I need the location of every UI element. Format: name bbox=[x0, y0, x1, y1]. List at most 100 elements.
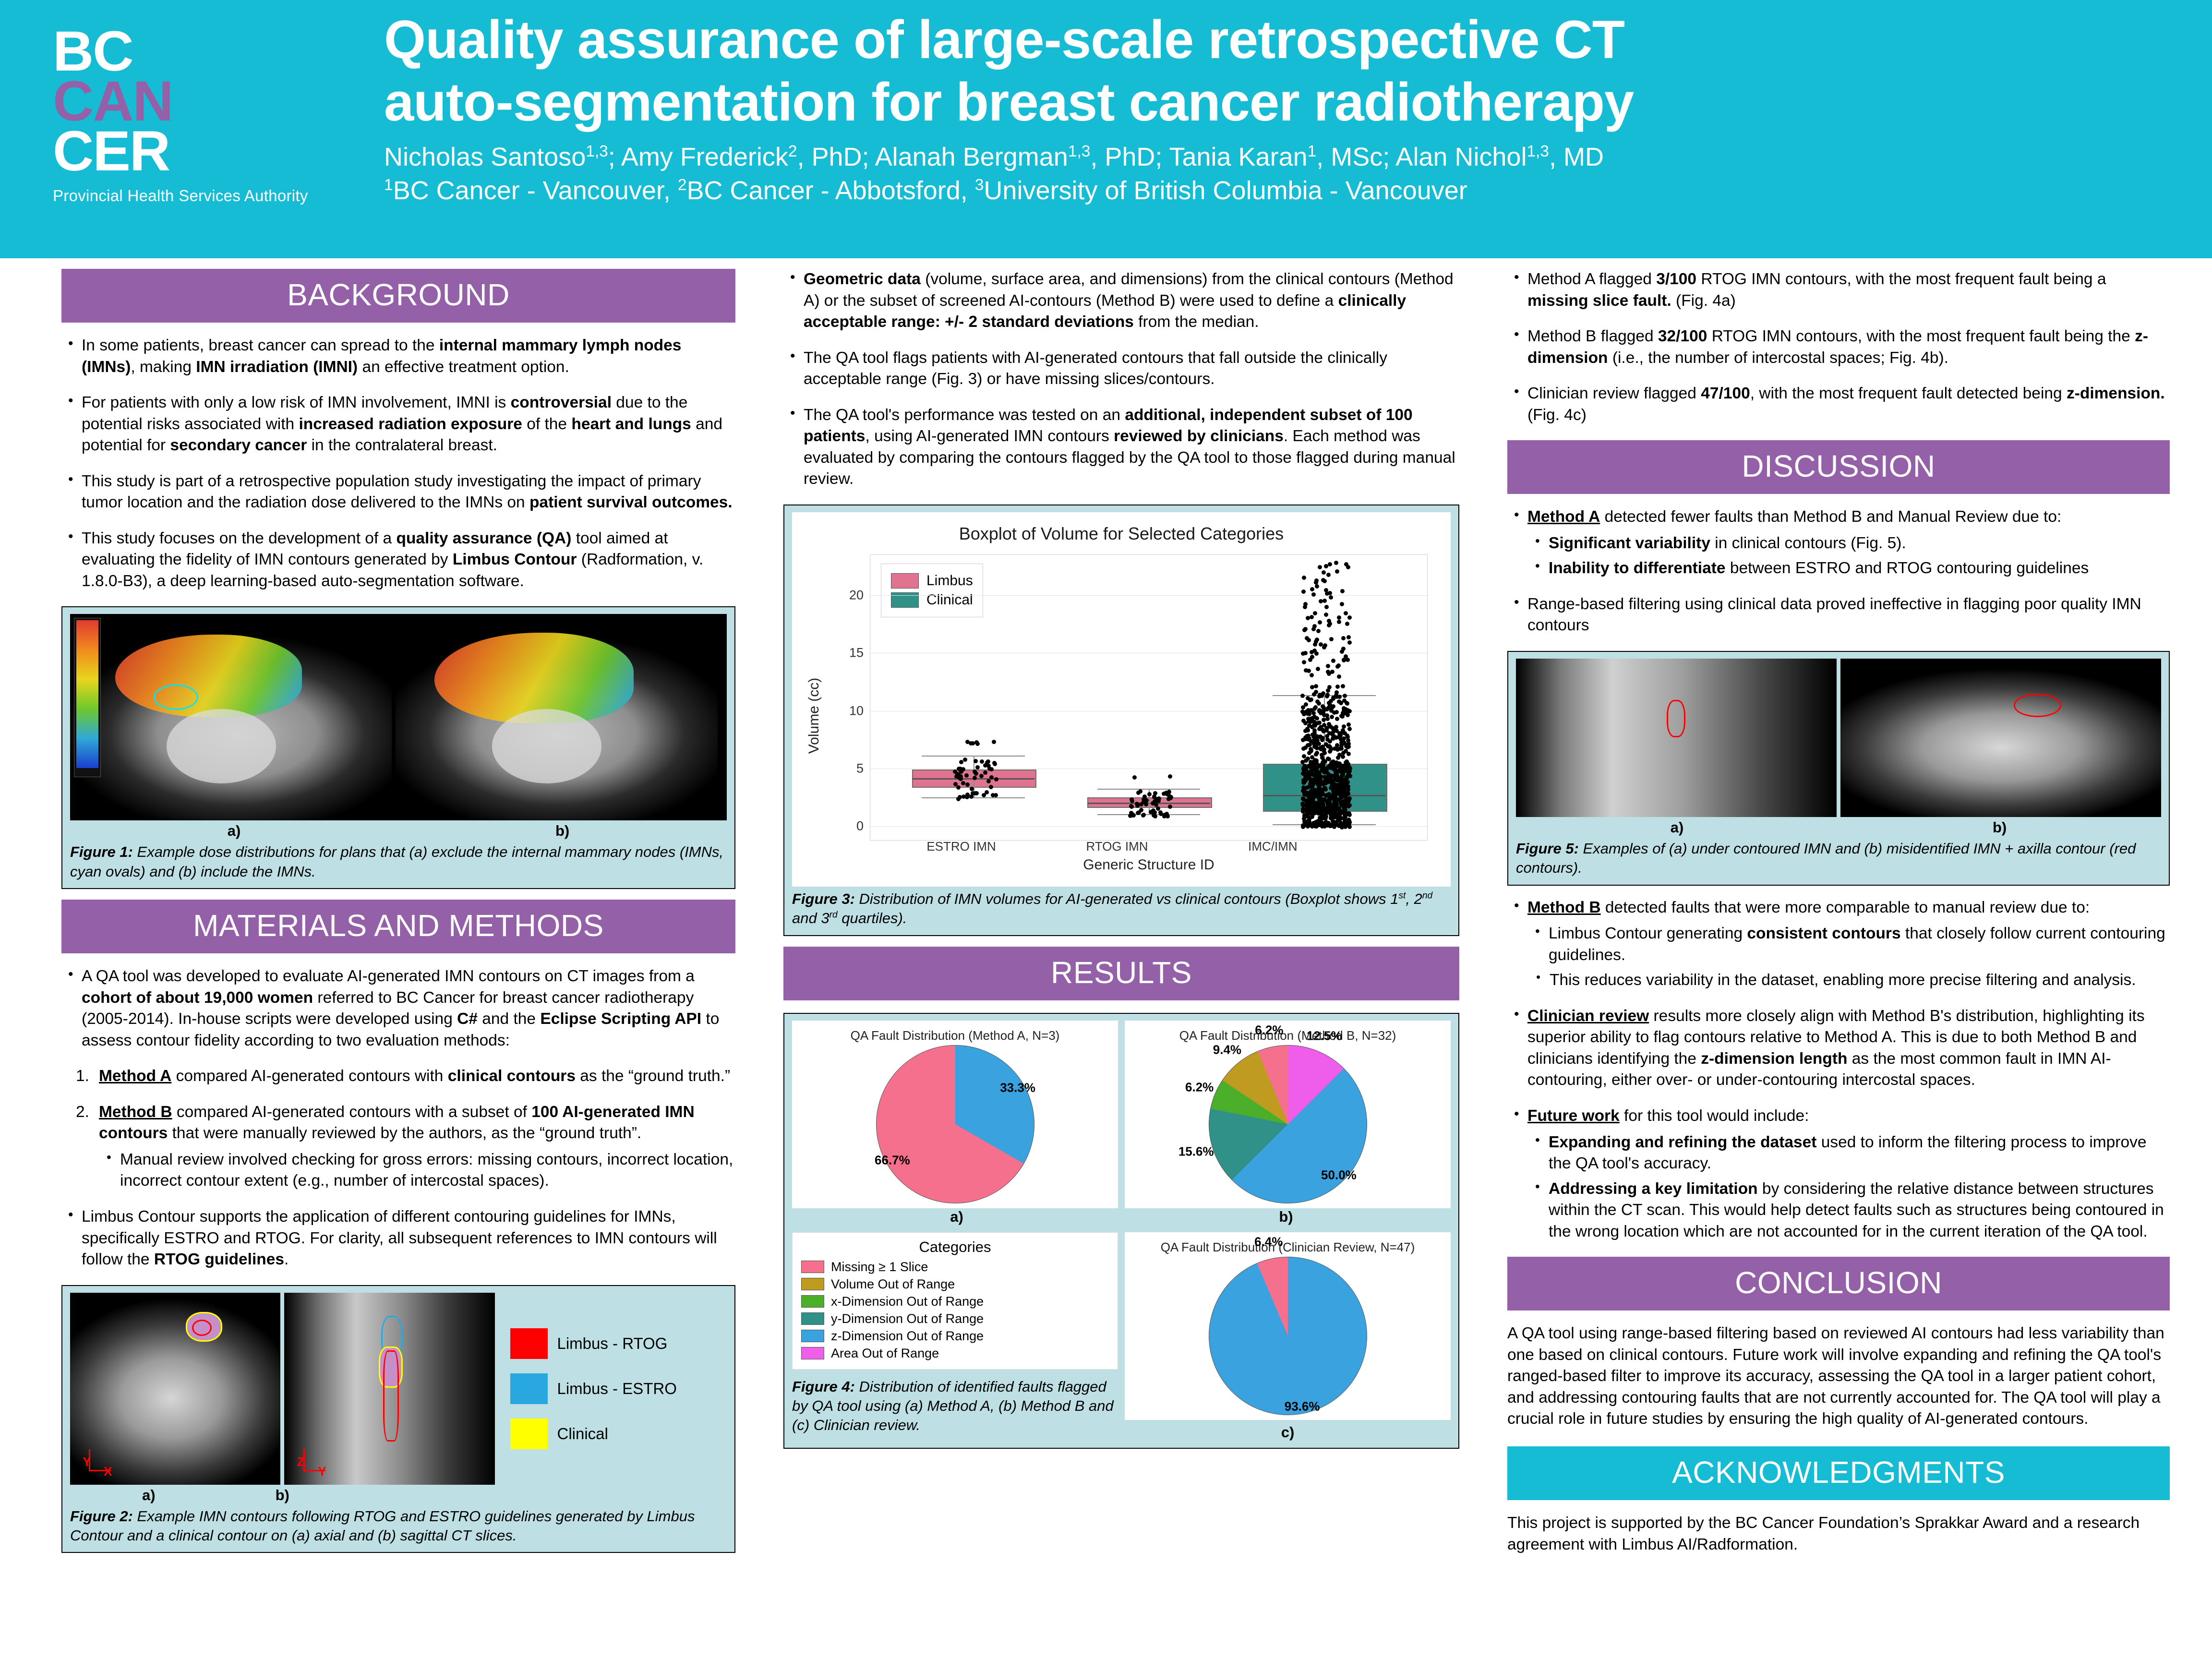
data-point bbox=[1144, 802, 1149, 806]
data-point bbox=[1144, 798, 1149, 803]
data-point bbox=[1303, 601, 1308, 606]
data-point bbox=[1305, 756, 1310, 761]
data-point bbox=[1327, 799, 1332, 804]
method-item: Method B compared AI-generated contours … bbox=[61, 1102, 735, 1192]
data-point bbox=[1339, 781, 1344, 786]
methods-bullet-item: A QA tool was developed to evaluate AI-g… bbox=[61, 965, 735, 1051]
data-point bbox=[986, 759, 991, 764]
color-swatch bbox=[891, 573, 919, 589]
data-point bbox=[1318, 642, 1323, 647]
data-point bbox=[1302, 792, 1307, 796]
data-point bbox=[1335, 684, 1340, 689]
data-point bbox=[965, 782, 970, 787]
box-plot-whisker-cap bbox=[1273, 695, 1376, 697]
poster-title-line1: Quality assurance of large-scale retrosp… bbox=[384, 10, 1625, 70]
data-point bbox=[1346, 722, 1351, 727]
data-point bbox=[1301, 738, 1306, 743]
data-point bbox=[1347, 727, 1352, 732]
section-heading-results: RESULTS bbox=[783, 946, 1459, 1000]
column-middle: Geometric data (volume, surface area, an… bbox=[783, 268, 1459, 1459]
data-point bbox=[1320, 752, 1324, 757]
data-point bbox=[1132, 775, 1137, 780]
data-point bbox=[1305, 803, 1310, 807]
data-point bbox=[974, 759, 978, 764]
box-plot-whisker-cap bbox=[1097, 788, 1201, 790]
data-point bbox=[1327, 700, 1332, 705]
data-point bbox=[1155, 806, 1160, 811]
data-point bbox=[1321, 763, 1325, 768]
data-point bbox=[1336, 734, 1341, 739]
data-point bbox=[1310, 587, 1315, 591]
methods-numbered-list: Method A compared AI-generated contours … bbox=[61, 1066, 735, 1192]
figure-1-panel-labels: a) b) bbox=[70, 822, 727, 840]
discussion-block-5: Future work for this tool would include:… bbox=[1507, 1105, 2170, 1243]
data-point bbox=[1347, 820, 1352, 825]
data-point bbox=[1332, 785, 1337, 790]
discussion-block-2: Range-based filtering using clinical dat… bbox=[1507, 593, 2170, 637]
data-point bbox=[1340, 787, 1345, 792]
data-point bbox=[1324, 605, 1329, 610]
legend-label: y-Dimension Out of Range bbox=[831, 1311, 984, 1326]
data-point bbox=[1318, 725, 1323, 730]
legend-label: Limbus bbox=[926, 572, 973, 589]
data-point bbox=[964, 794, 969, 799]
data-point bbox=[965, 740, 970, 745]
discussion-sub-list: Expanding and refining the dataset used … bbox=[1527, 1131, 2170, 1243]
data-point bbox=[1141, 813, 1146, 817]
section-heading-discussion: DISCUSSION bbox=[1507, 440, 2170, 494]
data-point bbox=[990, 793, 995, 798]
data-point bbox=[1311, 799, 1316, 804]
data-point bbox=[1307, 776, 1311, 781]
data-point bbox=[1345, 734, 1350, 739]
figure-3-legend: Limbus Clinical bbox=[881, 563, 983, 617]
data-point bbox=[1321, 577, 1325, 582]
data-point bbox=[1322, 797, 1327, 802]
data-point bbox=[1323, 781, 1328, 785]
data-point bbox=[1321, 736, 1325, 741]
data-point bbox=[1304, 758, 1309, 763]
list-item: This study is part of a retrospective po… bbox=[61, 470, 735, 514]
list-item: Clinician review flagged 47/100, with th… bbox=[1507, 382, 2170, 426]
data-point bbox=[1343, 802, 1347, 806]
data-point bbox=[1335, 717, 1340, 721]
data-point bbox=[1307, 751, 1311, 756]
data-point bbox=[1335, 812, 1340, 817]
data-point bbox=[1309, 697, 1314, 702]
pie-slice-label: 12.5% bbox=[1306, 1028, 1342, 1043]
data-point bbox=[1342, 698, 1346, 703]
data-point bbox=[1345, 622, 1350, 626]
data-point bbox=[1319, 791, 1323, 795]
list-item: In some patients, breast cancer can spre… bbox=[61, 334, 735, 378]
legend-row: Missing ≥ 1 Slice bbox=[801, 1260, 1109, 1274]
legend-row: Clinical bbox=[891, 592, 973, 608]
data-point bbox=[1305, 785, 1310, 790]
data-point bbox=[1332, 746, 1337, 751]
data-point bbox=[1154, 799, 1158, 804]
data-point bbox=[1335, 747, 1340, 752]
discussion-lead: Method B detected faults that were more … bbox=[1527, 898, 2090, 916]
figure-2-box: Y X Z Y Limbus - RTOG Limbus - ESTRO Clini… bbox=[61, 1285, 735, 1553]
data-point bbox=[989, 767, 994, 771]
data-point bbox=[1314, 751, 1319, 756]
data-point bbox=[1343, 767, 1347, 771]
figure-3-chart: Boxplot of Volume for Selected Categorie… bbox=[792, 512, 1451, 887]
figure-2-legend: Limbus - RTOG Limbus - ESTRO Clinical bbox=[499, 1293, 727, 1485]
data-point bbox=[1319, 812, 1323, 817]
data-point bbox=[1339, 774, 1344, 779]
figure-1-label-a: a) bbox=[227, 822, 241, 840]
data-point bbox=[1312, 728, 1317, 733]
data-point bbox=[981, 793, 986, 798]
data-point bbox=[1311, 592, 1316, 597]
data-point bbox=[970, 741, 975, 745]
legend-row: Volume Out of Range bbox=[801, 1277, 1109, 1292]
data-point bbox=[1305, 727, 1310, 732]
data-point bbox=[972, 769, 977, 774]
data-point bbox=[1307, 711, 1312, 716]
data-point bbox=[1315, 738, 1320, 743]
data-point bbox=[1319, 797, 1324, 802]
data-point bbox=[1166, 797, 1171, 802]
data-point bbox=[1342, 709, 1346, 713]
section-heading-background: BACKGROUND bbox=[61, 269, 735, 323]
data-point bbox=[1318, 734, 1323, 739]
pie-slice-label: 6.2% bbox=[1255, 1022, 1284, 1037]
